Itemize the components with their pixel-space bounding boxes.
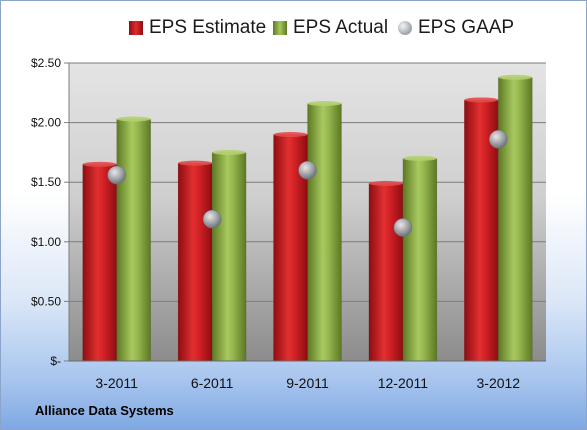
- y-tick-label: $1.00: [31, 235, 61, 249]
- bar-eps-actual: [307, 103, 342, 362]
- x-tick-label: 9-2011: [286, 375, 329, 391]
- x-tick-label: 3-2012: [477, 375, 521, 391]
- legend-item-eps-actual: EPS Actual: [273, 15, 388, 41]
- chart-legend: EPS Estimate EPS Actual EPS GAAP: [1, 15, 586, 41]
- bar-eps-actual: [498, 77, 533, 362]
- bar-eps-actual-cap: [307, 101, 342, 107]
- marker-eps-gaap: [202, 209, 222, 229]
- bar-eps-actual-cap: [212, 149, 247, 155]
- bar-eps-actual: [211, 152, 247, 362]
- bar-eps-estimate-cap: [368, 180, 403, 186]
- x-tick-label: 3-2011: [95, 375, 138, 391]
- bar-eps-actual: [402, 158, 438, 362]
- y-tick-label: $2.00: [31, 116, 61, 130]
- marker-eps-gaap: [298, 161, 317, 180]
- bar-eps-actual-cap: [402, 155, 437, 161]
- y-tick-label: $0.50: [31, 294, 61, 308]
- bar-eps-estimate: [82, 164, 117, 362]
- bar-eps-estimate-cap: [178, 160, 213, 166]
- y-tick-label: $2.50: [31, 56, 61, 70]
- marker-eps-gaap: [489, 130, 508, 149]
- bar-eps-estimate-cap: [273, 132, 308, 138]
- bar-eps-estimate: [177, 162, 213, 362]
- legend-label-eps-actual: EPS Actual: [293, 17, 389, 38]
- legend-item-eps-estimate: EPS Estimate: [129, 15, 266, 41]
- legend-label-eps-gaap: EPS GAAP: [418, 17, 515, 38]
- bar-eps-actual-cap: [116, 116, 151, 122]
- marker-eps-gaap: [393, 218, 413, 237]
- legend-swatch-eps-estimate: [129, 21, 143, 35]
- legend-swatch-eps-actual: [273, 21, 287, 35]
- bar-eps-estimate: [368, 183, 404, 362]
- legend-swatch-eps-gaap: [398, 21, 412, 35]
- marker-eps-gaap: [107, 165, 126, 185]
- x-tick-label: 6-2011: [191, 375, 234, 391]
- chart-footer-title: Alliance Data Systems: [35, 403, 174, 418]
- y-tick-label: $1.50: [31, 175, 61, 189]
- y-tick-label: $-: [50, 354, 61, 368]
- bar-eps-estimate-cap: [464, 97, 499, 103]
- bar-eps-actual: [116, 118, 151, 362]
- bar-eps-estimate-cap: [82, 161, 117, 167]
- legend-label-eps-estimate: EPS Estimate: [149, 17, 267, 38]
- legend-item-eps-gaap: EPS GAAP: [398, 15, 514, 41]
- x-tick-label: 12-2011: [378, 375, 429, 391]
- bar-eps-actual-cap: [498, 74, 533, 80]
